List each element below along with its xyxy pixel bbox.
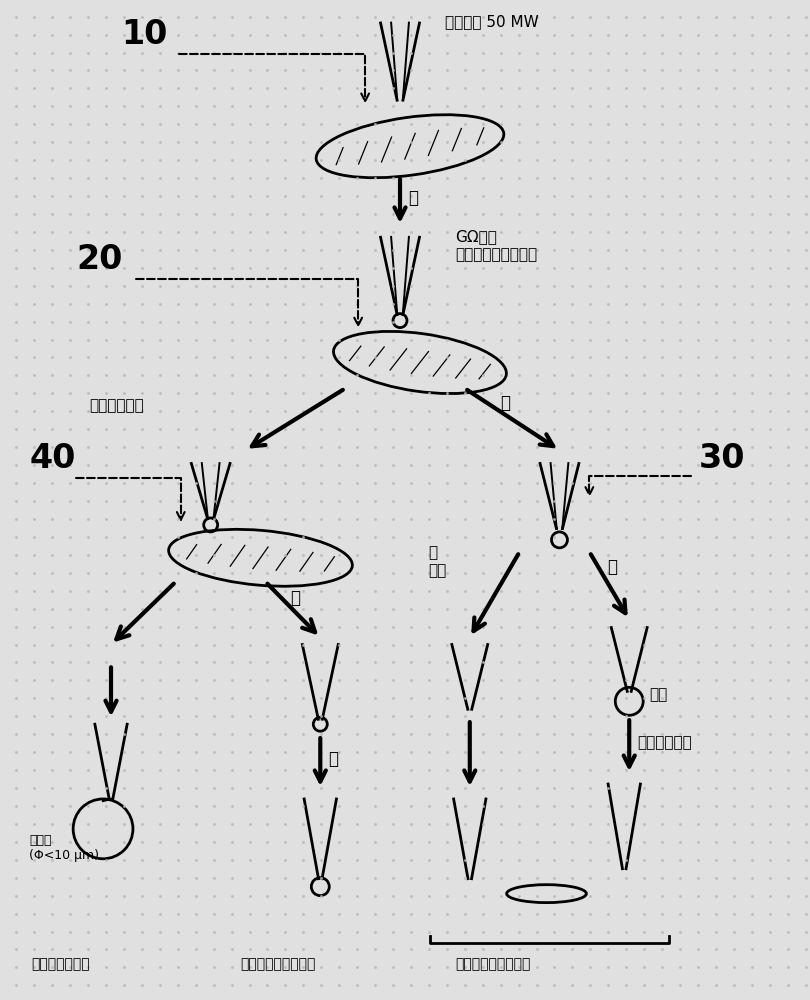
Text: 40: 40 xyxy=(29,442,75,475)
Text: 拉
低钙: 拉 低钙 xyxy=(428,545,446,578)
Text: 暴露在空气中: 暴露在空气中 xyxy=(637,735,692,750)
Text: 拉: 拉 xyxy=(608,558,617,576)
Text: 负压脉冲抽吸: 负压脉冲抽吸 xyxy=(89,398,144,413)
Text: 20: 20 xyxy=(76,243,122,276)
Text: 10: 10 xyxy=(121,18,168,51)
Text: 膜外侧向外记录模式: 膜外侧向外记录模式 xyxy=(241,957,316,971)
Text: 吸: 吸 xyxy=(408,189,418,207)
Text: 拉: 拉 xyxy=(500,394,509,412)
Text: 小细胞
(Φ<10 μm): 小细胞 (Φ<10 μm) xyxy=(29,834,100,862)
Text: 拉: 拉 xyxy=(328,750,339,768)
Text: 膜内侧向外记录模式: 膜内侧向外记录模式 xyxy=(455,957,531,971)
Text: 拉: 拉 xyxy=(291,589,301,607)
Text: 囊泡: 囊泡 xyxy=(649,687,667,702)
Text: GΩ封接
细胞贴附式记录模式: GΩ封接 细胞贴附式记录模式 xyxy=(455,229,537,262)
Text: 全细胞记录模式: 全细胞记录模式 xyxy=(32,957,90,971)
Text: 30: 30 xyxy=(699,442,745,475)
Text: 低阻封接 50 MW: 低阻封接 50 MW xyxy=(445,15,539,30)
